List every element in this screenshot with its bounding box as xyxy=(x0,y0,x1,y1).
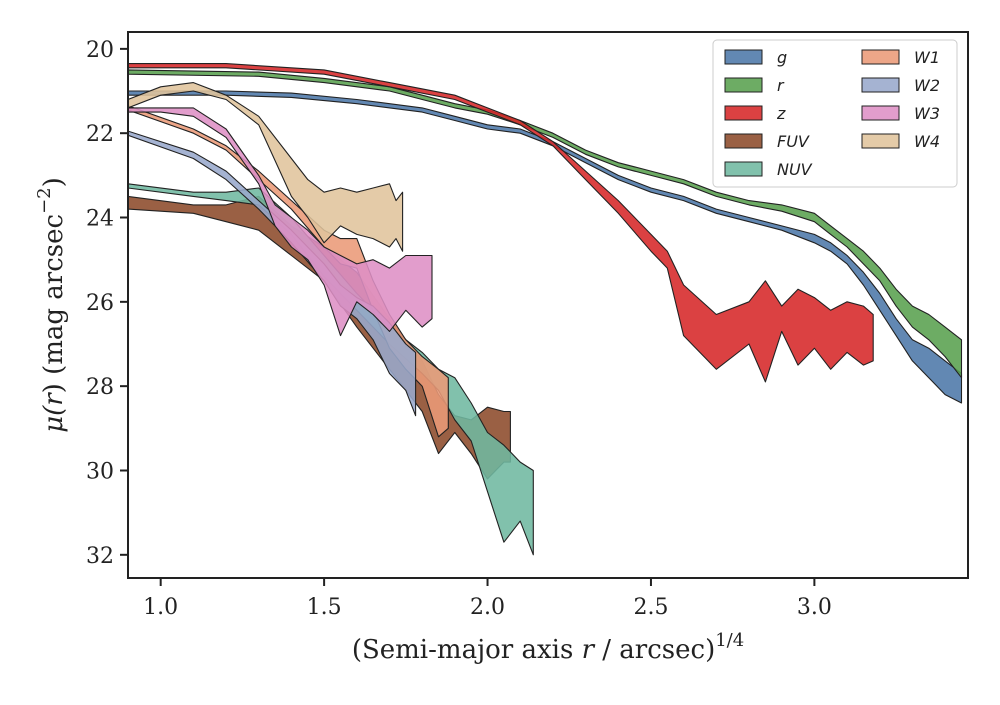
x-tick-label: 2.5 xyxy=(633,595,668,620)
axis-ticks: 1.0 1.5 2.0 2.5 3.0 20 22 24 26 28 30 32 xyxy=(86,38,832,620)
legend-swatch-w3 xyxy=(861,105,900,121)
legend-swatch-w2 xyxy=(861,77,900,93)
legend-label-w2: W2 xyxy=(914,76,940,95)
legend-label-z: z xyxy=(776,104,786,123)
y-axis-label-part-1: μ( xyxy=(39,405,69,433)
band-z xyxy=(128,63,874,383)
y-tick-label: 30 xyxy=(86,459,114,484)
x-tick-label: 2.0 xyxy=(470,595,505,620)
band-w3 xyxy=(128,107,433,337)
legend-box xyxy=(712,39,958,188)
x-axis-label: (Semi-major axis r / arcsec)1/4 xyxy=(352,630,744,665)
y-tick-label: 28 xyxy=(86,375,114,400)
y-tick-label: 32 xyxy=(86,544,114,569)
band-g xyxy=(128,90,963,404)
x-axis-label-part-1: (Semi-major axis xyxy=(352,635,582,665)
legend-swatch-nuv xyxy=(724,161,763,177)
legend-label-w3: W3 xyxy=(914,104,940,123)
data-bands xyxy=(128,63,963,556)
legend: grz FUV NUV W1 W2 W3 W4 xyxy=(712,39,958,188)
plot-frame xyxy=(127,31,969,579)
x-axis-label-variable: r xyxy=(582,635,596,665)
legend-swatch-z xyxy=(724,105,763,121)
band-w4 xyxy=(128,82,404,252)
legend-swatch-fuv xyxy=(724,133,763,149)
y-tick-label: 22 xyxy=(86,122,114,147)
y-axis-label: μ(r) (mag arcsec−2) xyxy=(34,177,69,433)
x-tick-label: 1.5 xyxy=(307,595,342,620)
legend-swatch-w4 xyxy=(861,133,900,149)
y-axis-label-exponent: −2 xyxy=(34,187,55,214)
y-axis-label-part-3: ) xyxy=(39,177,69,187)
legend-label-g: g xyxy=(777,48,787,67)
legend-swatch-r xyxy=(724,77,763,93)
x-axis-label-exponent: 1/4 xyxy=(715,630,744,651)
band-r xyxy=(128,69,963,379)
x-axis-label-part-2: / arcsec) xyxy=(594,635,715,665)
legend-label-w1: W1 xyxy=(914,48,940,67)
legend-label-nuv: NUV xyxy=(777,160,813,179)
y-axis-label-variable: r xyxy=(39,392,69,406)
x-tick-label: 3.0 xyxy=(797,595,832,620)
legend-label-r: r xyxy=(777,76,785,95)
y-tick-label: 26 xyxy=(86,291,114,316)
legend-label-fuv: FUV xyxy=(777,132,810,151)
y-tick-label: 20 xyxy=(86,38,114,63)
y-tick-label: 24 xyxy=(86,207,114,232)
legend-swatch-w1 xyxy=(861,49,900,65)
legend-swatch-g xyxy=(724,49,763,65)
x-tick-label: 1.0 xyxy=(143,595,178,620)
y-axis-label-part-2: ) (mag arcsec xyxy=(39,214,69,393)
legend-label-w4: W4 xyxy=(914,132,940,151)
